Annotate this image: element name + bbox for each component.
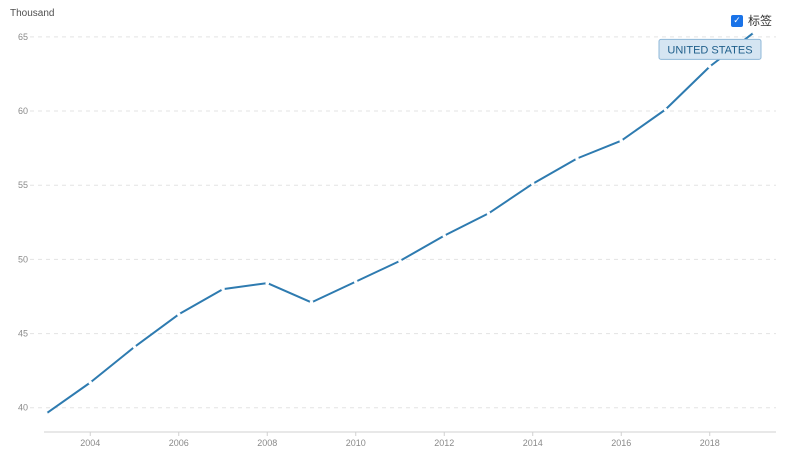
x-tick-label: 2018: [700, 438, 720, 448]
y-axis-unit-label: Thousand: [10, 8, 55, 19]
checkbox-checked-icon[interactable]: ✓: [730, 14, 743, 27]
x-axis-ticks: 2004 2006 2008 2010 2012 2014 2016 2018: [80, 432, 720, 448]
data-point[interactable]: [221, 287, 225, 291]
data-point[interactable]: [44, 411, 48, 416]
data-point[interactable]: [442, 233, 447, 238]
data-point[interactable]: [176, 312, 181, 317]
data-point[interactable]: [486, 211, 491, 216]
labels-toggle-label: 标签: [747, 14, 772, 28]
gridlines: [30, 36, 776, 409]
data-point[interactable]: [530, 181, 535, 186]
y-tick-label: 60: [18, 106, 28, 116]
series-label-layer: UNITED STATES: [658, 38, 762, 60]
x-tick-label: 2006: [169, 438, 189, 448]
x-tick-label: 2016: [611, 438, 631, 448]
y-axis-ticks: 40 45 50 55 60 65: [18, 32, 28, 413]
x-tick-label: 2004: [80, 438, 100, 448]
data-point[interactable]: [132, 345, 137, 349]
x-tick-label: 2014: [523, 438, 543, 448]
data-point[interactable]: [398, 259, 402, 263]
series-line: [45, 31, 755, 415]
series-layer: [44, 30, 756, 416]
data-point[interactable]: [88, 380, 93, 385]
x-tick-label: 2008: [257, 438, 277, 448]
x-tick-label: 2010: [346, 438, 366, 448]
x-tick-label: 2012: [434, 438, 454, 448]
data-point[interactable]: [309, 300, 314, 305]
y-tick-label: 40: [18, 403, 28, 413]
data-point[interactable]: [619, 138, 624, 143]
labels-toggle[interactable]: ✓ 标签: [730, 12, 772, 29]
data-point[interactable]: [575, 156, 579, 161]
series-label: UNITED STATES: [667, 44, 752, 56]
data-point[interactable]: [707, 64, 712, 69]
data-point[interactable]: [752, 30, 756, 35]
data-point[interactable]: [265, 281, 270, 285]
y-tick-label: 45: [18, 329, 28, 339]
data-point[interactable]: [353, 279, 358, 284]
y-tick-label: 65: [18, 32, 28, 42]
y-tick-label: 50: [18, 254, 28, 264]
y-tick-label: 55: [18, 180, 28, 190]
series-label-box: [658, 38, 762, 60]
data-point[interactable]: [663, 107, 668, 112]
